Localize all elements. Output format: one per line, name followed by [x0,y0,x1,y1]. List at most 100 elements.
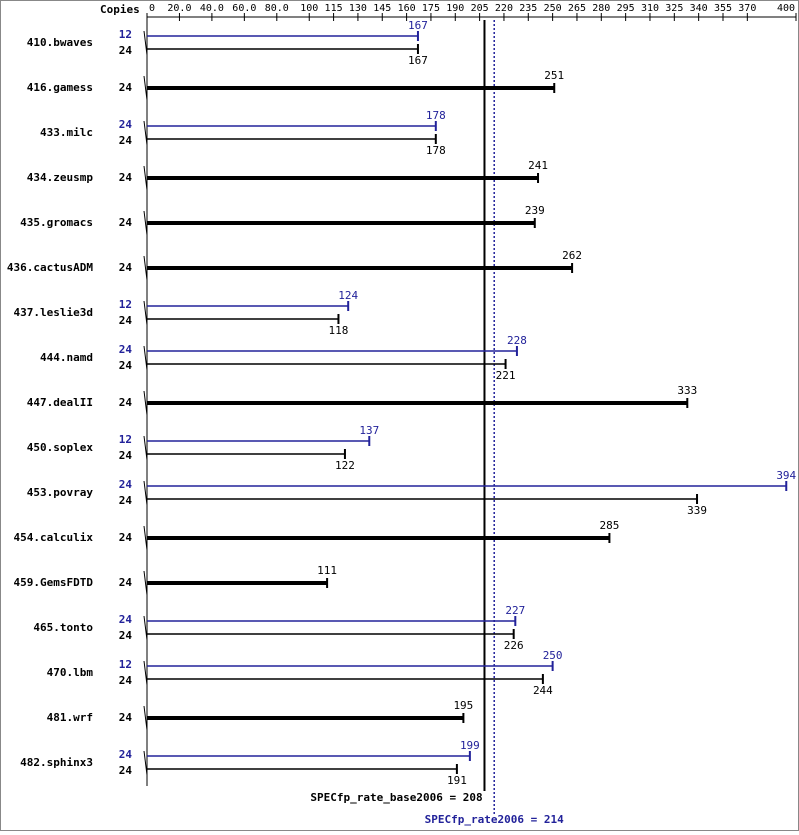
copies: 24 [119,449,133,462]
x-tick-label: 20.0 [167,3,191,14]
x-tick-label: 205 [471,3,489,14]
row-tick [143,120,148,146]
copies: 24 [119,343,133,356]
benchmark-name: 410.bwaves [27,36,93,49]
copies: 24 [119,171,133,184]
value-label: 239 [525,204,545,217]
row-tick [143,480,148,506]
x-tick-label: 235 [519,3,537,14]
value-label: 262 [562,249,582,262]
benchmark-name: 465.tonto [33,621,93,634]
value-label: 226 [504,639,524,652]
copies: 24 [119,261,133,274]
copies: 12 [119,298,132,311]
benchmark-name: 437.leslie3d [14,306,93,319]
value-label: 118 [329,324,349,337]
x-tick-label: 310 [641,3,659,14]
copies: 24 [119,216,133,229]
row-tick [143,390,148,416]
copies: 24 [119,478,133,491]
reference-label: SPECfp_rate2006 = 214 [425,813,564,826]
x-tick-label: 400 [777,3,795,14]
benchmark-name: 459.GemsFDTD [14,576,94,589]
copies: 24 [119,629,133,642]
x-tick-label: 160 [398,3,416,14]
value-label: 227 [505,604,525,617]
row-tick [143,255,148,281]
x-tick-label: 0 [149,3,155,14]
value-label: 167 [408,54,428,67]
value-label: 178 [426,109,446,122]
value-label: 195 [453,699,473,712]
x-tick-label: 325 [665,3,683,14]
copies: 12 [119,28,132,41]
row-tick [143,165,148,191]
benchmark-name: 454.calculix [14,531,94,544]
benchmark-name: 436.cactusADM [7,261,93,274]
value-label: 122 [335,459,355,472]
x-tick-label: 250 [544,3,562,14]
copies: 24 [119,494,133,507]
copies: 24 [119,764,133,777]
value-label: 137 [359,424,379,437]
value-label: 221 [496,369,516,382]
value-label: 241 [528,159,548,172]
x-tick-label: 370 [738,3,756,14]
x-tick-label: 280 [592,3,610,14]
copies: 12 [119,433,132,446]
row-tick [143,615,148,641]
row-tick [143,75,148,101]
value-label: 251 [544,69,564,82]
copies: 24 [119,314,133,327]
x-tick-label: 175 [422,3,440,14]
value-label: 111 [317,564,337,577]
x-tick-label: 40.0 [200,3,224,14]
row-tick [143,435,148,461]
copies: 24 [119,748,133,761]
copies: 24 [119,674,133,687]
row-tick [143,30,148,56]
copies: 12 [119,658,132,671]
copies: 24 [119,711,133,724]
copies: 24 [119,134,133,147]
value-label: 124 [338,289,358,302]
value-label: 250 [543,649,563,662]
value-label: 244 [533,684,553,697]
value-label: 199 [460,739,480,752]
row-tick [143,570,148,596]
benchmark-name: 434.zeusmp [27,171,94,184]
benchmark-name: 435.gromacs [20,216,93,229]
benchmark-name: 416.gamess [27,81,93,94]
benchmark-name: 433.milc [40,126,93,139]
x-tick-label: 145 [373,3,391,14]
value-label: 333 [677,384,697,397]
row-tick [143,210,148,236]
value-label: 178 [426,144,446,157]
x-tick-label: 355 [714,3,732,14]
benchmark-name: 450.soplex [27,441,94,454]
x-tick-label: 100 [300,3,318,14]
copies: 24 [119,531,133,544]
copies: 24 [119,44,133,57]
benchmark-name: 447.dealII [27,396,93,409]
x-tick-label: 265 [568,3,586,14]
value-label: 285 [599,519,619,532]
benchmark-name: 470.lbm [47,666,94,679]
value-label: 339 [687,504,707,517]
copies: 24 [119,81,133,94]
benchmark-name: 453.povray [27,486,94,499]
row-tick [143,750,148,776]
x-tick-label: 130 [349,3,367,14]
row-tick [143,705,148,731]
value-label: 394 [776,469,796,482]
x-tick-label: 295 [617,3,635,14]
benchmark-name: 444.namd [40,351,93,364]
copies-header: Copies [100,3,140,16]
x-tick-label: 115 [325,3,343,14]
row-tick [143,345,148,371]
value-label: 191 [447,774,467,787]
copies: 24 [119,613,133,626]
x-tick-label: 220 [495,3,513,14]
row-tick [143,300,148,326]
